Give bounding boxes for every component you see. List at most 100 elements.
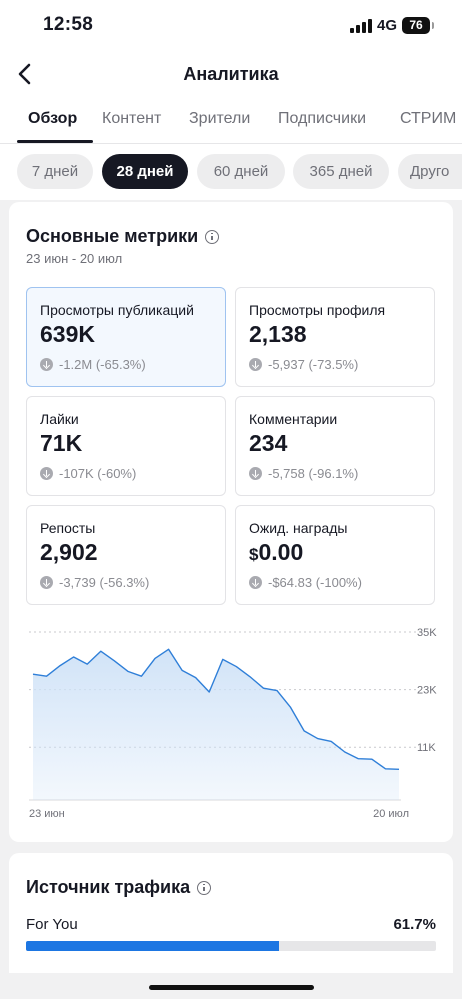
- traffic-progress-track: [26, 941, 436, 951]
- metric-estimated-rewards[interactable]: Ожид. награды $0.00 -$64.83 (-100%): [235, 505, 435, 605]
- chart-point: [32, 673, 34, 675]
- metric-delta-text: -$64.83 (-100%): [268, 575, 362, 590]
- chart-point: [181, 669, 183, 671]
- chart-point: [127, 670, 129, 672]
- metric-delta-text: -3,739 (-56.3%): [59, 575, 150, 590]
- metric-shares[interactable]: Репосты 2,902 -3,739 (-56.3%): [26, 505, 226, 605]
- metric-label: Просмотры публикаций: [40, 302, 194, 318]
- chart-series-line: [32, 648, 400, 770]
- home-indicator[interactable]: [149, 985, 314, 990]
- network-type: 4G: [377, 17, 398, 34]
- chart-point: [276, 690, 278, 692]
- traffic-source-name: For You: [26, 916, 78, 933]
- chart-point: [235, 666, 237, 668]
- arrow-down-circle-icon: [40, 467, 53, 480]
- arrow-down-circle-icon: [249, 576, 262, 589]
- back-arrow-icon[interactable]: [14, 60, 38, 88]
- x-tick-label: 23 июн: [29, 808, 65, 820]
- metric-delta-text: -107K (-60%): [59, 466, 137, 481]
- chart-point: [384, 768, 386, 770]
- active-tab-indicator: [17, 140, 93, 143]
- metric-value-number: 0.00: [258, 539, 304, 565]
- period-chip-custom[interactable]: Друго: [398, 154, 462, 189]
- metric-profile-views[interactable]: Просмотры профиля 2,138 -5,937 (-73.5%): [235, 287, 435, 387]
- status-time: 12:58: [43, 14, 94, 35]
- chart-point: [140, 675, 142, 677]
- page-title: Аналитика: [183, 64, 279, 84]
- traffic-source-title: Источник трафика: [26, 877, 191, 897]
- metric-label: Комментарии: [249, 411, 338, 427]
- battery-icon: 76: [402, 17, 434, 34]
- signal-icon: [350, 19, 372, 33]
- tab-viewers[interactable]: Зрители: [189, 110, 251, 127]
- metric-post-views[interactable]: Просмотры публикаций 639K -1.2M (-65.3%): [26, 287, 226, 387]
- tab-overview[interactable]: Обзор: [28, 110, 78, 127]
- traffic-source-card: Источник трафика For You 61.7%: [9, 853, 453, 973]
- metric-label: Просмотры профиля: [249, 302, 386, 318]
- chart-point: [100, 650, 102, 652]
- status-bar: 12:58 4G 76: [0, 0, 462, 52]
- metric-likes[interactable]: Лайки 71K -107K (-60%): [26, 396, 226, 496]
- chart-point: [46, 675, 48, 677]
- period-chip-365d[interactable]: 365 дней: [293, 154, 389, 189]
- nav-bar: Аналитика: [0, 52, 462, 98]
- chart-point: [317, 738, 319, 740]
- period-chip-60d[interactable]: 60 дней: [197, 154, 285, 189]
- divider: [0, 143, 462, 144]
- period-chip-7d[interactable]: 7 дней: [17, 154, 93, 189]
- arrow-down-circle-icon: [40, 576, 53, 589]
- x-tick-label: 20 июл: [373, 808, 409, 820]
- chart-point: [208, 691, 210, 693]
- info-icon[interactable]: [197, 880, 212, 895]
- period-chip-28d[interactable]: 28 дней: [102, 154, 188, 189]
- chart-point: [73, 656, 75, 658]
- date-range: 23 июн - 20 июл: [26, 251, 123, 266]
- y-tick-label: 11K: [417, 742, 436, 754]
- y-tick-label: 23K: [417, 685, 437, 697]
- chart-point: [344, 751, 346, 753]
- chart-point: [168, 648, 170, 650]
- metric-comments[interactable]: Комментарии 234 -5,758 (-96.1%): [235, 396, 435, 496]
- metric-delta: -1.2M (-65.3%): [40, 357, 146, 372]
- chart-point: [86, 663, 88, 665]
- metric-delta: -107K (-60%): [40, 466, 136, 481]
- tab-bar: Обзор Контент Зрители Подписчики СТРИМ: [0, 100, 462, 144]
- chart-point: [195, 677, 197, 679]
- metric-delta: -5,937 (-73.5%): [249, 357, 358, 372]
- chart-point: [303, 730, 305, 732]
- key-metrics-card: Основные метрики 23 июн - 20 июл Просмот…: [9, 202, 453, 842]
- arrow-down-circle-icon: [249, 467, 262, 480]
- chart-point: [59, 665, 61, 667]
- chart-point: [262, 687, 264, 689]
- tab-content[interactable]: Контент: [102, 110, 162, 127]
- arrow-down-circle-icon: [40, 358, 53, 371]
- card-title-row: Источник трафика: [26, 877, 212, 898]
- metric-value: 234: [249, 430, 288, 456]
- traffic-progress-fill: [26, 941, 279, 951]
- chart-point: [330, 740, 332, 742]
- metric-value: 2,138: [249, 321, 307, 347]
- chart-point: [113, 660, 115, 662]
- metric-delta: -3,739 (-56.3%): [40, 575, 149, 590]
- post-views-chart[interactable]: 35K 23K 11K 23 июн 20 июл: [29, 622, 439, 822]
- info-icon[interactable]: [205, 229, 220, 244]
- metric-label: Лайки: [40, 411, 79, 427]
- chart-point: [249, 676, 251, 678]
- period-selector: 7 дней 28 дней 60 дней 365 дней Друго: [0, 154, 462, 190]
- metric-label: Ожид. награды: [249, 520, 348, 536]
- tab-live[interactable]: СТРИМ: [400, 110, 457, 127]
- chart-point: [222, 658, 224, 660]
- metric-delta: -$64.83 (-100%): [249, 575, 362, 590]
- metric-value: 639K: [40, 321, 95, 347]
- arrow-down-circle-icon: [249, 358, 262, 371]
- metric-label: Репосты: [40, 520, 96, 536]
- metric-delta-text: -5,937 (-73.5%): [268, 357, 359, 372]
- chart-point: [371, 758, 373, 760]
- card-title-row: Основные метрики: [26, 226, 220, 247]
- chart-area: [33, 649, 399, 800]
- chart-point: [154, 657, 156, 659]
- currency-symbol: $: [249, 545, 259, 564]
- metric-value: 71K: [40, 430, 83, 456]
- tab-followers[interactable]: Подписчики: [278, 110, 367, 127]
- metric-value: 2,902: [40, 539, 98, 565]
